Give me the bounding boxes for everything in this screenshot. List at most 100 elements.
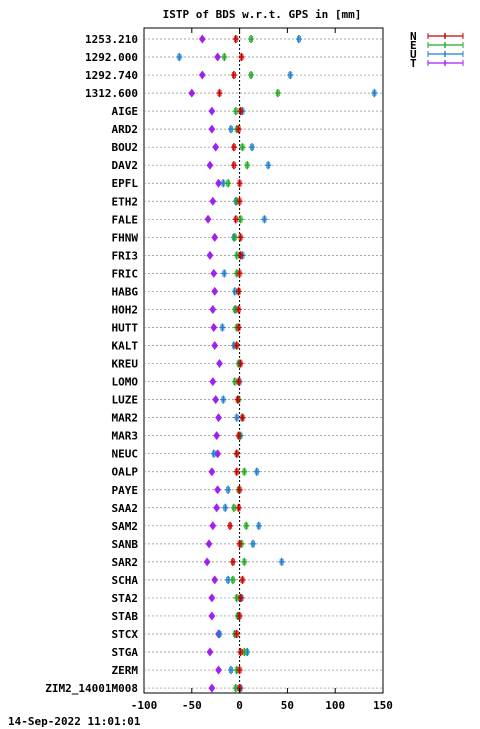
station-label: FRIC — [112, 267, 139, 280]
marker-t — [209, 521, 217, 531]
chart-title: ISTP of BDS w.r.t. GPS in [mm] — [163, 8, 362, 21]
marker-n — [230, 143, 237, 152]
marker-t — [213, 431, 221, 441]
marker-e — [244, 161, 251, 170]
marker-t — [212, 395, 220, 405]
marker-n — [236, 611, 243, 620]
x-tick-label: 100 — [325, 699, 345, 712]
marker-e — [248, 35, 255, 43]
marker-t — [210, 322, 218, 332]
marker-t — [208, 593, 216, 603]
station-labels: 1253.210 1292.000 1292.740 1312.600 AIGE ARD2… — [45, 33, 138, 695]
station-label: NEUC — [112, 448, 139, 461]
marker-n — [227, 521, 234, 530]
marker-u — [225, 485, 232, 494]
marker-n — [236, 197, 243, 206]
legend-swatch-n — [427, 33, 464, 39]
marker-n — [216, 89, 223, 98]
marker-n — [234, 395, 241, 404]
x-tick-label: 0 — [236, 699, 243, 712]
station-label: 1312.600 — [85, 87, 138, 100]
marker-n — [229, 557, 236, 566]
station-label: 1253.210 — [85, 33, 138, 46]
marker-u — [249, 539, 256, 548]
marker-n — [236, 179, 243, 188]
marker-t — [214, 52, 221, 62]
marker-n — [235, 287, 242, 296]
marker-n — [237, 593, 244, 602]
marker-t — [205, 539, 213, 549]
timestamp: 14-Sep-2022 11:01:01 — [8, 715, 141, 728]
station-label: STAB — [112, 610, 139, 623]
station-label: 1292.740 — [85, 69, 138, 82]
station-label: SAR2 — [112, 556, 139, 569]
marker-t — [211, 341, 219, 351]
marker-t — [206, 250, 214, 260]
marker-t — [213, 503, 221, 513]
station-label: SAA2 — [112, 502, 139, 515]
station-label: EPFL — [112, 177, 139, 190]
marker-n — [232, 35, 239, 43]
marker-t — [206, 647, 214, 657]
station-label: STCX — [112, 628, 139, 641]
marker-u — [253, 467, 260, 476]
marker-e — [274, 89, 281, 98]
station-label: SANB — [112, 538, 139, 551]
marker-n — [235, 503, 242, 512]
marker-t — [215, 413, 222, 423]
station-label: MAR2 — [112, 412, 139, 425]
marker-n — [237, 359, 244, 368]
marker-t — [188, 88, 196, 98]
marker-n — [233, 341, 240, 350]
marker-n — [237, 251, 244, 260]
station-label: BOU2 — [112, 141, 139, 154]
marker-n — [236, 269, 243, 278]
marker-u — [261, 215, 268, 224]
x-tick-label: -50 — [182, 699, 202, 712]
marker-t — [208, 611, 216, 621]
legend-label-u: U — [410, 48, 417, 61]
marker-e — [229, 575, 236, 584]
legend-swatch-t — [427, 60, 464, 66]
marker-n — [233, 467, 240, 476]
marker-e — [248, 71, 255, 80]
marker-n — [238, 53, 245, 62]
marker-t — [212, 142, 220, 152]
marker-n — [233, 449, 240, 458]
marker-u — [371, 89, 378, 98]
marker-n — [235, 431, 242, 440]
station-label: MAR3 — [112, 430, 139, 443]
station-label: AIGE — [112, 105, 139, 118]
station-label: PAYE — [112, 484, 139, 497]
x-tick-label: 150 — [373, 699, 393, 712]
marker-n — [235, 323, 242, 332]
marker-n — [230, 161, 237, 170]
marker-n — [237, 233, 244, 242]
marker-n — [239, 575, 246, 584]
station-label: ETH2 — [112, 195, 139, 208]
marker-t — [206, 160, 214, 170]
marker-t — [209, 377, 217, 387]
marker-n — [235, 125, 242, 134]
marker-t — [204, 214, 212, 224]
marker-u — [219, 323, 226, 332]
marker-u — [278, 557, 285, 566]
station-label: OALP — [112, 466, 139, 479]
marker-e — [239, 143, 246, 152]
marker-t — [208, 467, 216, 477]
marker-t — [209, 196, 217, 206]
data-markers — [176, 34, 378, 693]
marker-t — [214, 485, 221, 495]
marker-t — [211, 232, 219, 242]
marker-u — [216, 629, 223, 638]
marker-u — [227, 666, 234, 675]
x-tick-label: -100 — [131, 699, 158, 712]
station-label: FRI3 — [112, 249, 139, 262]
marker-t — [215, 178, 222, 188]
legend-swatch-e — [427, 42, 464, 48]
marker-u — [255, 521, 262, 530]
marker-t — [203, 557, 211, 567]
marker-t — [208, 683, 216, 693]
marker-e — [241, 557, 248, 566]
